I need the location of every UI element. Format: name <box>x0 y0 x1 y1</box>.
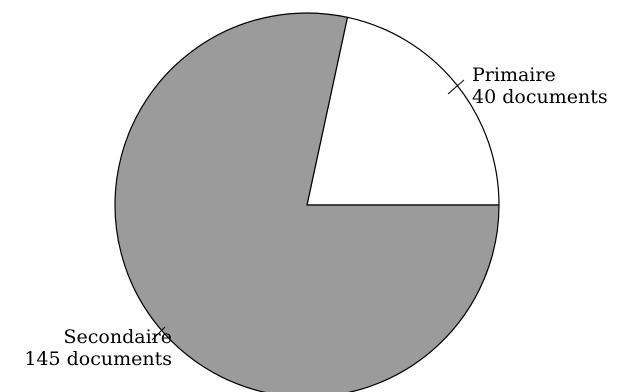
slice-value-label-secondaire: 145 documents <box>24 348 172 370</box>
slices-layer <box>114 12 500 392</box>
slice-label-primaire: Primaire <box>472 64 556 86</box>
leader-line-secondaire <box>151 326 166 341</box>
slice-label-secondaire: Secondaire <box>64 326 172 348</box>
pie-slice-secondaire <box>114 12 500 392</box>
slice-value-label-primaire: 40 documents <box>472 86 608 108</box>
leader-line-primaire <box>447 79 465 95</box>
pie-slice-primaire <box>306 16 500 206</box>
